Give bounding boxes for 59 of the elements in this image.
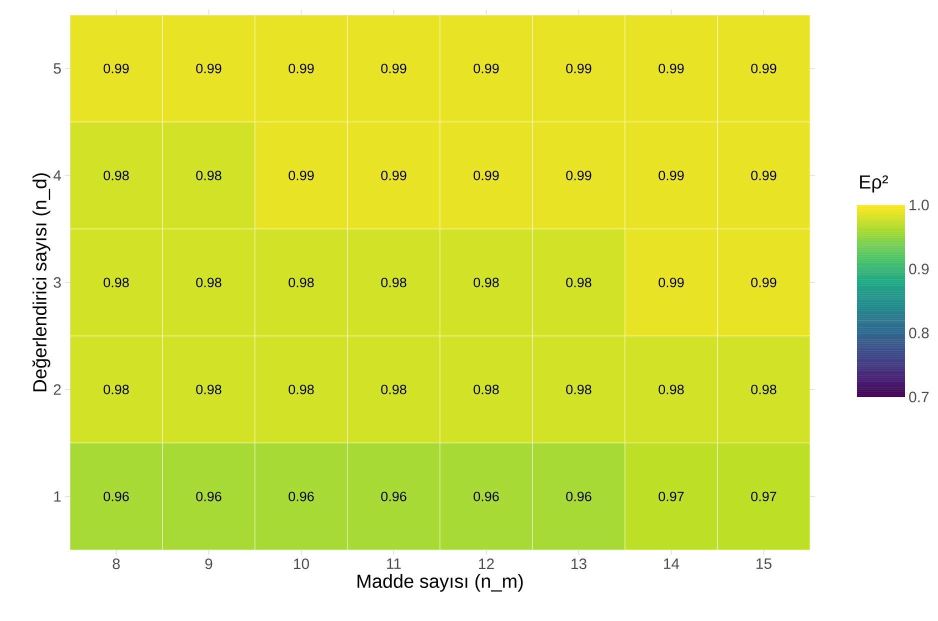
y-tick-label: 4 [53, 170, 62, 181]
data-label: 0.99 [104, 64, 129, 74]
data-label: 0.98 [196, 170, 222, 180]
data-label: 0.99 [751, 64, 776, 74]
data-label: 0.96 [566, 492, 592, 502]
data-label: 0.99 [474, 170, 499, 180]
data-label: 0.98 [381, 384, 406, 394]
data-label: 0.98 [474, 384, 499, 394]
y-axis-title: Değerlendirici sayısı (n_d) [32, 173, 50, 392]
data-label: 0.99 [751, 170, 776, 180]
x-tick-label: 9 [205, 558, 212, 570]
x-tick-label: 11 [387, 558, 401, 569]
data-label: 0.98 [566, 384, 592, 394]
y-tick-label: 1 [54, 491, 61, 502]
data-label: 0.99 [751, 278, 776, 288]
color-bar-label: 0.7 [909, 392, 929, 402]
data-label: 0.99 [658, 64, 684, 74]
color-bar-title: Eρ² [860, 175, 888, 192]
data-label: 0.98 [566, 278, 592, 288]
data-label: 0.98 [658, 384, 684, 394]
x-tick-label: 14 [664, 558, 680, 569]
data-label: 0.99 [474, 64, 499, 74]
data-label: 0.97 [658, 492, 684, 502]
color-bar-label: 0.8 [909, 328, 929, 338]
data-label: 0.98 [288, 384, 314, 394]
y-tick-label: 3 [54, 277, 61, 288]
data-label: 0.99 [658, 278, 684, 288]
x-tick-label: 10 [294, 558, 309, 570]
data-label: 0.99 [381, 170, 406, 180]
x-tick-label: 8 [112, 558, 120, 570]
data-label: 0.98 [751, 384, 776, 394]
data-label: 0.96 [104, 492, 129, 502]
data-label: 0.98 [196, 278, 222, 288]
x-tick-label: 13 [572, 558, 586, 570]
data-label: 0.96 [474, 492, 499, 502]
data-label: 0.99 [196, 64, 222, 74]
x-axis-title: Madde sayısı (n_m) [358, 574, 523, 592]
data-label: 0.99 [381, 64, 406, 74]
data-label: 0.98 [196, 384, 222, 394]
y-tick-label: 2 [54, 384, 61, 395]
data-label: 0.98 [288, 278, 314, 288]
data-label: 0.99 [288, 170, 314, 180]
data-label: 0.97 [751, 492, 776, 502]
data-label: 0.98 [104, 170, 129, 180]
data-label: 0.96 [381, 492, 406, 502]
y-tick-label: 5 [54, 63, 61, 74]
color-bar-label: 1.0 [910, 200, 929, 210]
data-label: 0.98 [104, 278, 129, 288]
data-label: 0.99 [566, 170, 592, 180]
data-label: 0.96 [196, 492, 222, 502]
x-tick-label: 12 [479, 558, 494, 569]
data-label: 0.98 [474, 278, 499, 288]
data-label: 0.98 [381, 278, 406, 288]
color-bar-label: 0.9 [909, 264, 929, 274]
data-label: 0.99 [566, 64, 592, 74]
data-label: 0.99 [658, 170, 684, 180]
x-tick-label: 15 [756, 558, 772, 569]
data-label: 0.98 [104, 384, 129, 394]
data-label: 0.99 [288, 64, 314, 74]
